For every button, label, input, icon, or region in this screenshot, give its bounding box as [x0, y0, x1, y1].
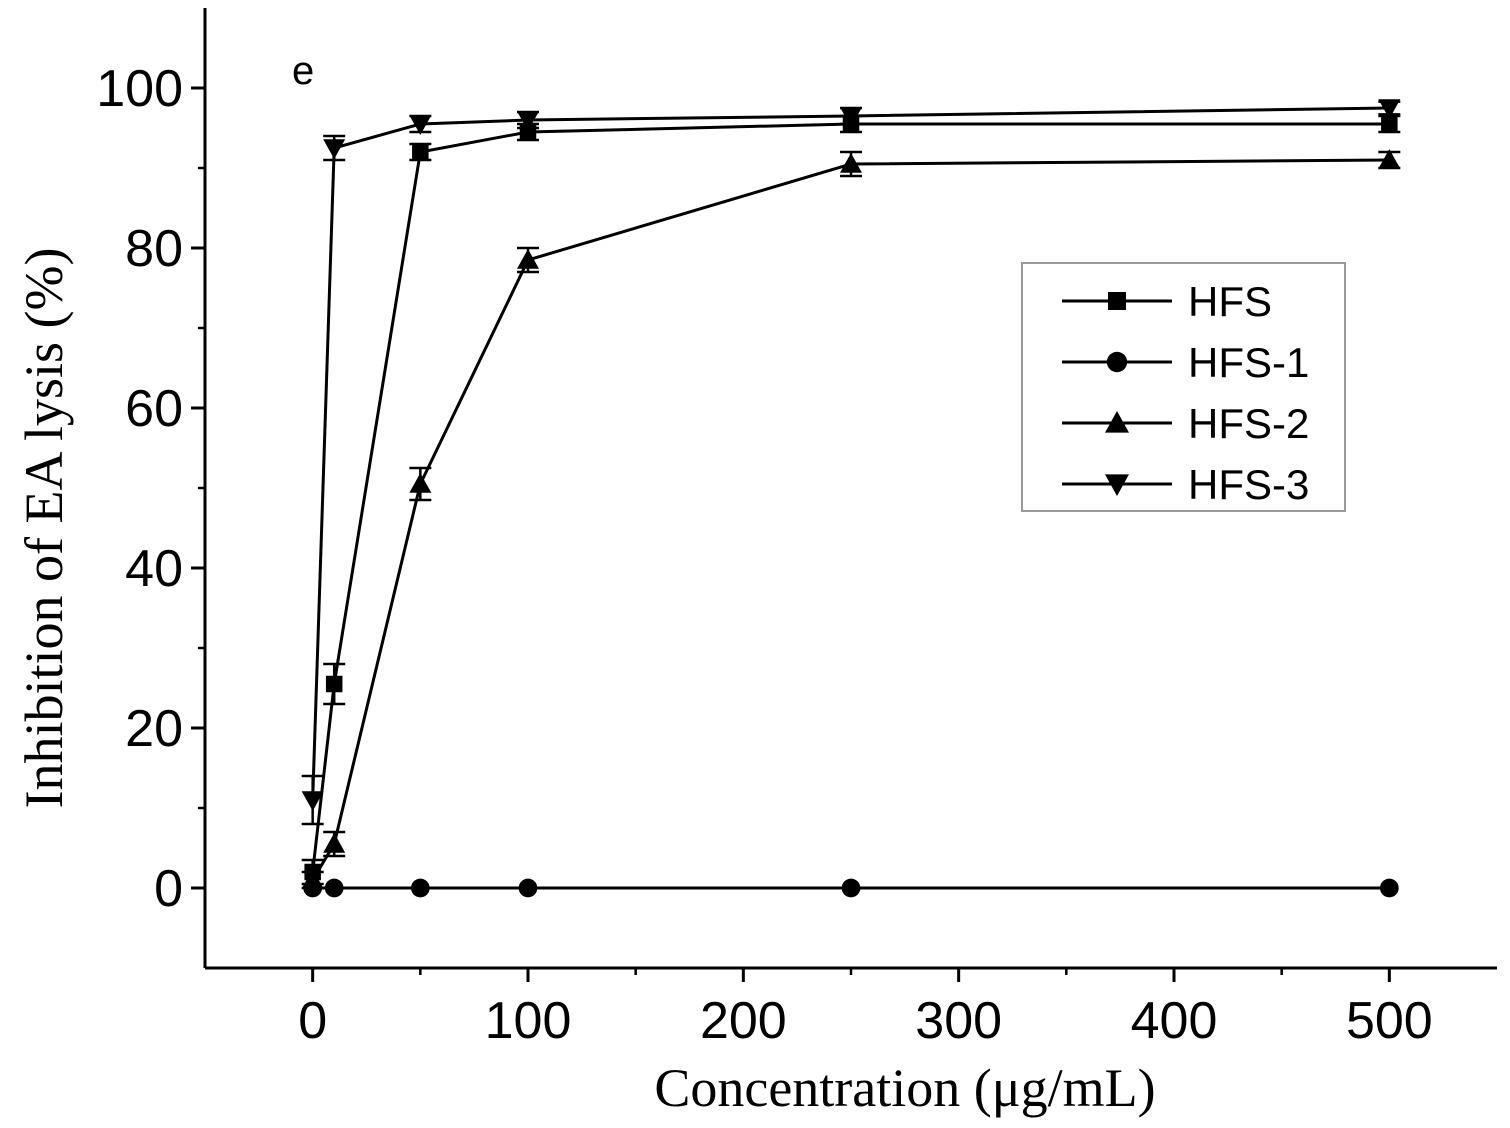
data-point	[1381, 115, 1398, 133]
x-tick-label: 500	[1346, 992, 1433, 1050]
data-point	[301, 791, 324, 811]
series-line	[311, 106, 1390, 801]
legend-item: HFS-1	[1062, 339, 1309, 386]
data-point	[517, 249, 539, 269]
x-tick-label: 200	[700, 992, 787, 1050]
series-line	[311, 122, 1390, 873]
y-tick-label: 0	[154, 860, 183, 918]
data-point	[840, 153, 862, 173]
data-point	[410, 878, 430, 898]
y-tick-label: 80	[125, 220, 183, 278]
series-3	[301, 149, 1401, 890]
data-point	[1378, 149, 1401, 169]
data-point	[409, 115, 432, 135]
series-4	[301, 99, 1401, 826]
axes: 0 100 200 300 400 500 0 20 40 60 80 100	[96, 8, 1497, 1050]
legend-marker	[1108, 292, 1126, 310]
data-point	[1379, 878, 1399, 898]
data-point	[323, 139, 346, 159]
data-point	[323, 833, 346, 853]
x-tick-label: 100	[485, 992, 572, 1050]
legend-label: HFS-2	[1188, 400, 1309, 447]
y-tick-label: 40	[125, 540, 183, 598]
legend-marker	[1105, 474, 1129, 496]
y-tick-label: 20	[125, 700, 183, 758]
data-point	[517, 111, 539, 131]
legend-label: HFS	[1188, 278, 1272, 325]
series-1	[301, 114, 1401, 886]
data-point	[409, 473, 432, 493]
y-tick-label: 60	[125, 380, 183, 438]
x-tick-label: 0	[298, 992, 327, 1050]
legend-label: HFS-1	[1188, 339, 1309, 386]
legend-item: HFS-3	[1062, 461, 1309, 508]
legend-item: HFS-2	[1062, 400, 1309, 447]
data-point	[301, 869, 324, 889]
data-point	[840, 107, 862, 127]
data-point	[412, 143, 429, 161]
legend-marker	[1105, 411, 1129, 433]
legend-label: HFS-3	[1188, 461, 1309, 508]
x-tick-label: 300	[915, 992, 1002, 1050]
data-point	[324, 878, 344, 898]
x-axis-title: Concentration (μg/mL)	[654, 1058, 1155, 1118]
data-point	[1378, 99, 1401, 119]
y-tick-label: 100	[96, 60, 183, 118]
data-point	[325, 675, 343, 693]
panel-label: e	[292, 49, 314, 93]
x-tick-label: 400	[1131, 992, 1218, 1050]
data-point	[841, 878, 861, 898]
series-2	[303, 878, 1399, 898]
legend-box	[1021, 262, 1346, 512]
legend-item: HFS	[1062, 278, 1272, 325]
y-axis-title: Inhibition of EA lysis (%)	[14, 248, 74, 809]
legend-marker	[1106, 351, 1128, 373]
data-point	[518, 878, 538, 898]
legend: HFS HFS-1 HFS-2 HFS-3	[1021, 262, 1346, 512]
series-layer	[301, 99, 1401, 898]
